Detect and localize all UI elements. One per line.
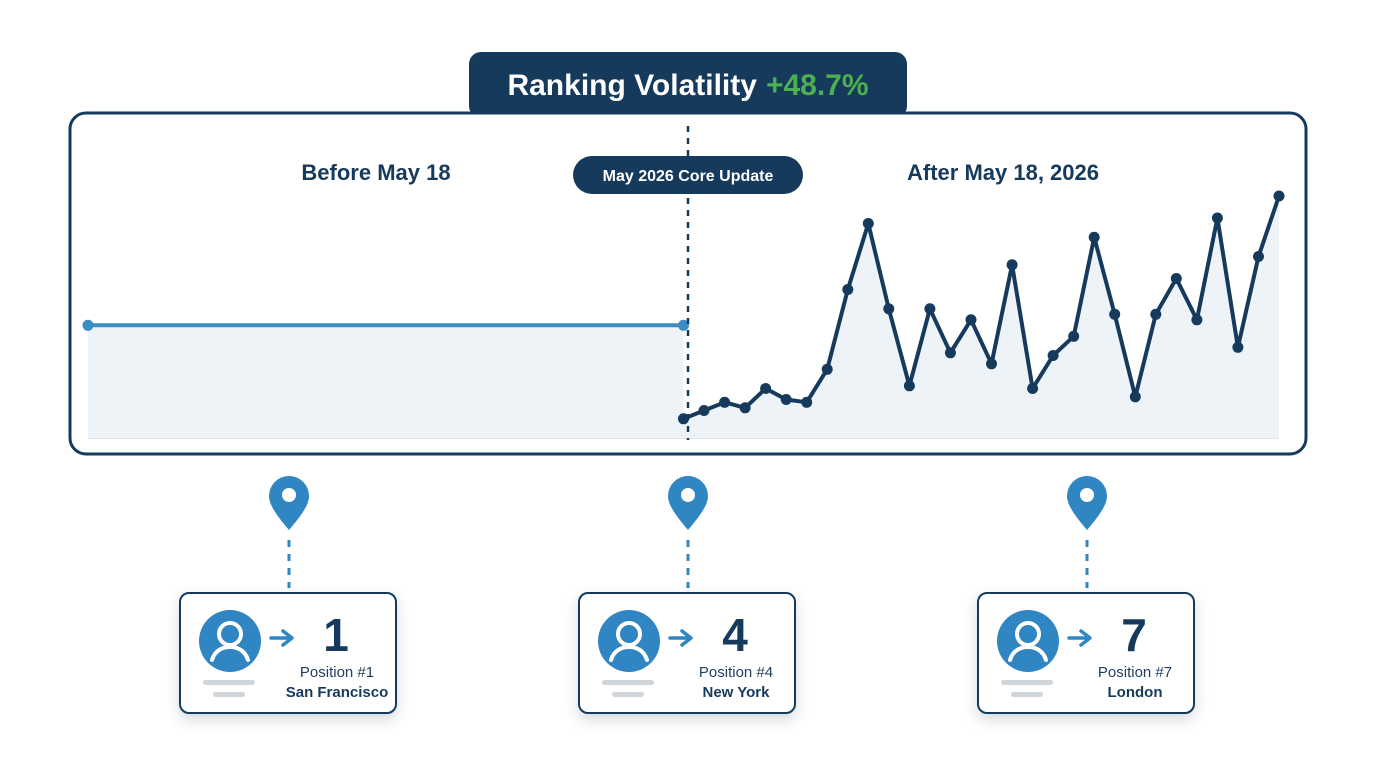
placeholder-line (213, 692, 245, 697)
arrow-right-icon (269, 629, 294, 647)
after-series-point-25 (1191, 314, 1203, 326)
position-label: Position #4 (698, 664, 774, 681)
location-pin-icon (668, 476, 708, 530)
city-name: San Francisco (285, 684, 389, 701)
chart-title: Ranking Volatility +48.7% (507, 69, 868, 102)
after-series-point-16 (1006, 259, 1018, 271)
location-pin-hole (681, 488, 695, 502)
after-series-point-2 (719, 396, 731, 408)
after-series-point-28 (1253, 251, 1264, 262)
after-series-point-6 (801, 396, 813, 408)
location-card-san-francisco: 1 Position #1 San Francisco (179, 592, 397, 714)
location-marker-1 (269, 476, 309, 588)
after-series-point-9 (862, 218, 874, 229)
after-series-point-23 (1150, 308, 1162, 320)
position-number: 7 (1121, 609, 1147, 661)
core-update-badge (573, 156, 803, 194)
location-marker-7 (1067, 476, 1107, 588)
after-series-point-10 (883, 303, 895, 315)
after-series-point-20 (1088, 231, 1100, 243)
after-series-point-24 (1170, 273, 1182, 284)
city-name: New York (702, 684, 770, 701)
arrow-right-icon (1067, 629, 1092, 647)
after-series-point-11 (903, 380, 915, 392)
location-pin-hole (1080, 488, 1094, 502)
position-number: 1 (323, 609, 349, 661)
position-label: Position #7 (1097, 664, 1173, 681)
core-update-label: May 2026 Core Update (603, 168, 774, 185)
after-series-point-18 (1047, 350, 1059, 361)
after-series-point-13 (944, 347, 956, 359)
plot-area (82, 190, 1285, 439)
after-series-point-7 (821, 363, 833, 375)
arrow-right-icon (668, 629, 693, 647)
after-series-point-4 (760, 383, 772, 394)
after-series-point-8 (842, 284, 854, 295)
after-series-point-26 (1211, 212, 1223, 224)
placeholder-line (602, 680, 654, 685)
after-series-point-27 (1232, 341, 1244, 353)
after-series-point-3 (739, 402, 751, 414)
placeholder-line (1011, 692, 1043, 697)
chart-title-change: +48.7% (766, 69, 869, 102)
after-series-point-15 (986, 358, 997, 370)
location-pin-hole (282, 488, 296, 502)
before-series-area (88, 325, 684, 438)
before-series-point-0 (82, 319, 94, 331)
user-avatar-icon (598, 610, 660, 672)
after-period-label: After May 18, 2026 (907, 160, 1099, 185)
after-series-point-22 (1129, 391, 1141, 403)
before-period-label: Before May 18 (301, 160, 450, 185)
after-series-point-5 (780, 394, 792, 405)
after-series-point-29 (1273, 190, 1285, 202)
after-series-point-0 (678, 413, 689, 425)
after-series-point-1 (698, 405, 710, 416)
before-series-point-1 (678, 319, 689, 331)
location-pin-icon (269, 476, 309, 530)
after-series-point-17 (1027, 383, 1039, 394)
location-marker-4 (668, 476, 708, 588)
chart-title-label: Ranking Volatility (507, 69, 757, 102)
location-card-new-york: 4 Position #4 New York (578, 592, 796, 714)
placeholder-line (203, 680, 255, 685)
title-tab (469, 52, 907, 118)
after-series-point-14 (965, 314, 977, 326)
user-avatar-icon (997, 610, 1059, 672)
city-name: London (1107, 684, 1163, 701)
placeholder-line (612, 692, 644, 697)
user-avatar-icon (199, 610, 261, 672)
location-card-london: 7 Position #7 London (977, 592, 1195, 714)
after-series-point-12 (924, 303, 936, 315)
after-series-point-21 (1109, 308, 1121, 320)
placeholder-line (1001, 680, 1053, 685)
position-number: 4 (722, 609, 748, 661)
position-label: Position #1 (299, 664, 375, 681)
after-series-point-19 (1068, 330, 1080, 342)
location-pin-icon (1067, 476, 1107, 530)
